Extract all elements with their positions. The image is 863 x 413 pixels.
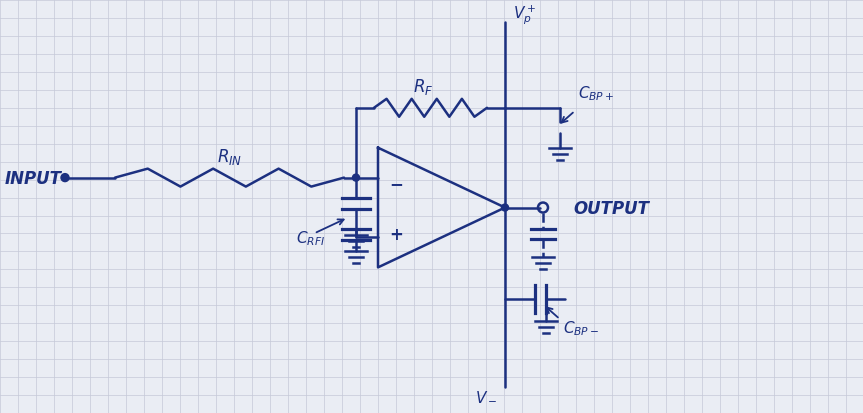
Text: $C_{RFI}$: $C_{RFI}$ — [296, 228, 325, 247]
Text: OUTPUT: OUTPUT — [573, 199, 649, 217]
Text: $C_{BP-}$: $C_{BP-}$ — [563, 318, 599, 337]
Text: $C_{BP+}$: $C_{BP+}$ — [578, 84, 614, 103]
Circle shape — [61, 174, 69, 182]
Text: $R_F$: $R_F$ — [413, 77, 433, 97]
Text: $V_-$: $V_-$ — [475, 388, 497, 403]
Text: −: − — [389, 174, 403, 192]
Text: INPUT: INPUT — [5, 169, 62, 187]
Text: +: + — [389, 226, 403, 244]
Text: $R_{IN}$: $R_{IN}$ — [217, 146, 243, 166]
Text: $V_p^+$: $V_p^+$ — [513, 3, 537, 27]
Circle shape — [501, 204, 508, 211]
Circle shape — [352, 175, 360, 182]
